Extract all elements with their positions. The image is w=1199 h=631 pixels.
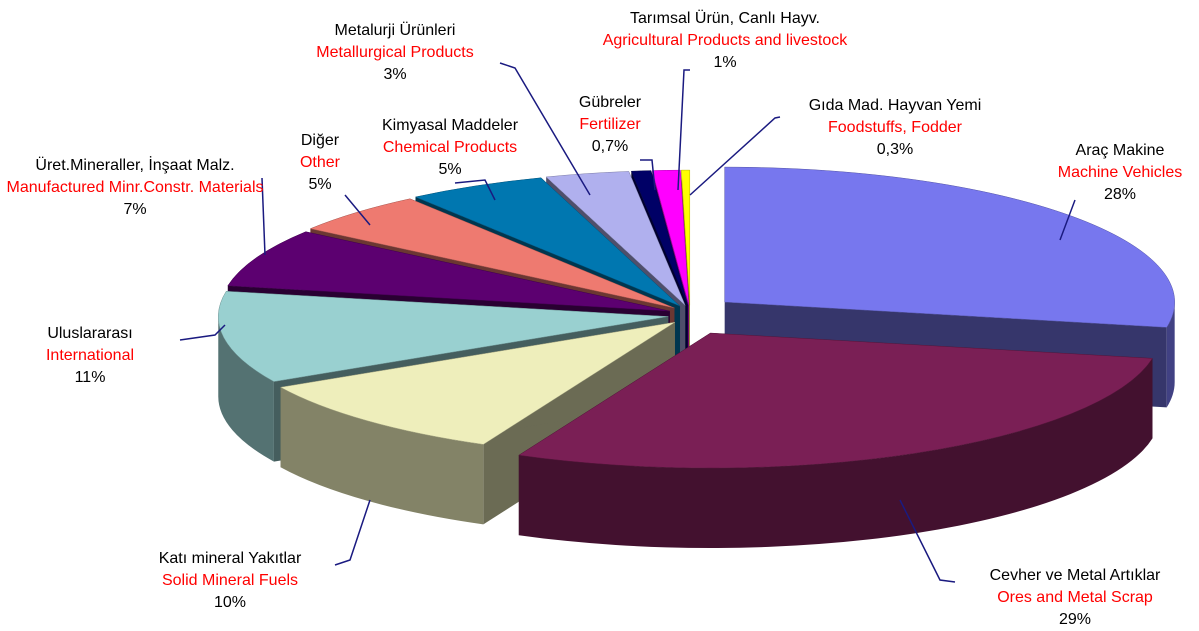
slice-top xyxy=(681,169,691,306)
cat-tr: Metalurji Ürünleri xyxy=(334,22,456,39)
cat-en: Chemical Products xyxy=(382,139,518,156)
cat-tr: Katı mineral Yakıtlar xyxy=(158,550,302,567)
slice-top xyxy=(218,290,669,382)
slice-top xyxy=(227,231,670,312)
slice-label: Katı mineral Yakıtlar Solid Mineral Fuels… xyxy=(110,548,350,614)
slice-top xyxy=(309,198,675,309)
leader-line xyxy=(334,499,371,566)
slice-top xyxy=(545,171,686,306)
slice-rim xyxy=(1166,302,1175,408)
value-label: 0,7% xyxy=(591,138,629,155)
leader-line xyxy=(454,179,496,201)
cat-tr: Üret.Mineraller, İnşaat Malz. xyxy=(35,157,235,174)
slice-top xyxy=(518,332,1153,469)
slice-label: Gübreler Fertilizer 0,7% xyxy=(560,92,660,158)
cat-tr: Tarımsal Ürün, Canlı Hayv. xyxy=(630,10,820,27)
slice-label: Uluslararası International 11% xyxy=(10,323,170,389)
value-label: 28% xyxy=(1103,186,1137,203)
slice-rim xyxy=(218,316,274,462)
slice-label: Cevher ve Metal Artıklar Ores and Metal S… xyxy=(950,565,1199,631)
cat-tr: Uluslararası xyxy=(47,325,133,342)
slice-top xyxy=(414,177,681,307)
value-label: 1% xyxy=(713,54,737,71)
leader-line xyxy=(499,62,591,196)
value-label: 7% xyxy=(123,201,147,218)
value-label: 11% xyxy=(74,369,106,386)
cat-en: Foodstuffs, Fodder xyxy=(828,119,962,136)
slice-label: Metalurji Ürünleri Metallurgical Products… xyxy=(280,20,510,86)
cat-en: Metallurgical Products xyxy=(316,44,474,61)
cat-en: Machine Vehicles xyxy=(1057,164,1183,181)
leader-line xyxy=(640,159,656,191)
cat-tr: Gıda Mad. Hayvan Yemi xyxy=(808,97,982,114)
cat-en: Other xyxy=(299,154,340,171)
cat-tr: Gübreler xyxy=(578,94,642,111)
slice-top xyxy=(279,321,676,445)
slice-label: Üret.Mineraller, İnşaat Malz. Manufacture… xyxy=(0,155,270,221)
value-label: 5% xyxy=(308,176,332,193)
cat-tr: Kimyasal Maddeler xyxy=(381,117,519,134)
leader-line xyxy=(1059,199,1076,241)
value-label: 0,3% xyxy=(876,141,914,158)
cat-en: Fertilizer xyxy=(579,116,641,133)
slice-label: Araç Makine Machine Vehicles 28% xyxy=(1030,140,1199,206)
cat-en: Agricultural Products and livestock xyxy=(602,32,848,49)
slice-rim xyxy=(518,358,1153,549)
slice-top xyxy=(630,170,688,306)
cat-en: Solid Mineral Fuels xyxy=(161,572,299,589)
leader-line xyxy=(689,116,781,196)
leader-line xyxy=(261,177,266,256)
slice-label: Tarımsal Ürün, Canlı Hayv. Agricultural P… xyxy=(545,8,905,74)
value-label: 5% xyxy=(438,161,462,178)
slice-top xyxy=(651,169,690,306)
slice-label: Gıda Mad. Hayvan Yemi Foodstuffs, Fodder 0… xyxy=(780,95,1010,161)
leader-line xyxy=(677,69,690,191)
value-label: 3% xyxy=(383,66,407,83)
slice-label: Kimyasal Maddeler Chemical Products 5% xyxy=(355,115,545,181)
value-label: 10% xyxy=(213,594,247,611)
pie-slice xyxy=(518,332,1153,549)
cat-en: Manufactured Minr.Constr. Materials xyxy=(6,179,264,196)
slice-label: Diğer Other 5% xyxy=(270,130,370,196)
leader-line xyxy=(899,499,956,583)
value-label: 29% xyxy=(1058,611,1092,628)
cat-tr: Cevher ve Metal Artıklar xyxy=(989,567,1161,584)
cat-tr: Diğer xyxy=(300,132,340,149)
slice-top xyxy=(724,166,1175,328)
leader-line xyxy=(179,324,226,341)
cat-en: International xyxy=(45,347,135,364)
slice-rim xyxy=(280,387,484,525)
cat-tr: Araç Makine xyxy=(1075,142,1165,159)
leader-line xyxy=(344,194,371,226)
cat-en: Ores and Metal Scrap xyxy=(997,589,1153,606)
